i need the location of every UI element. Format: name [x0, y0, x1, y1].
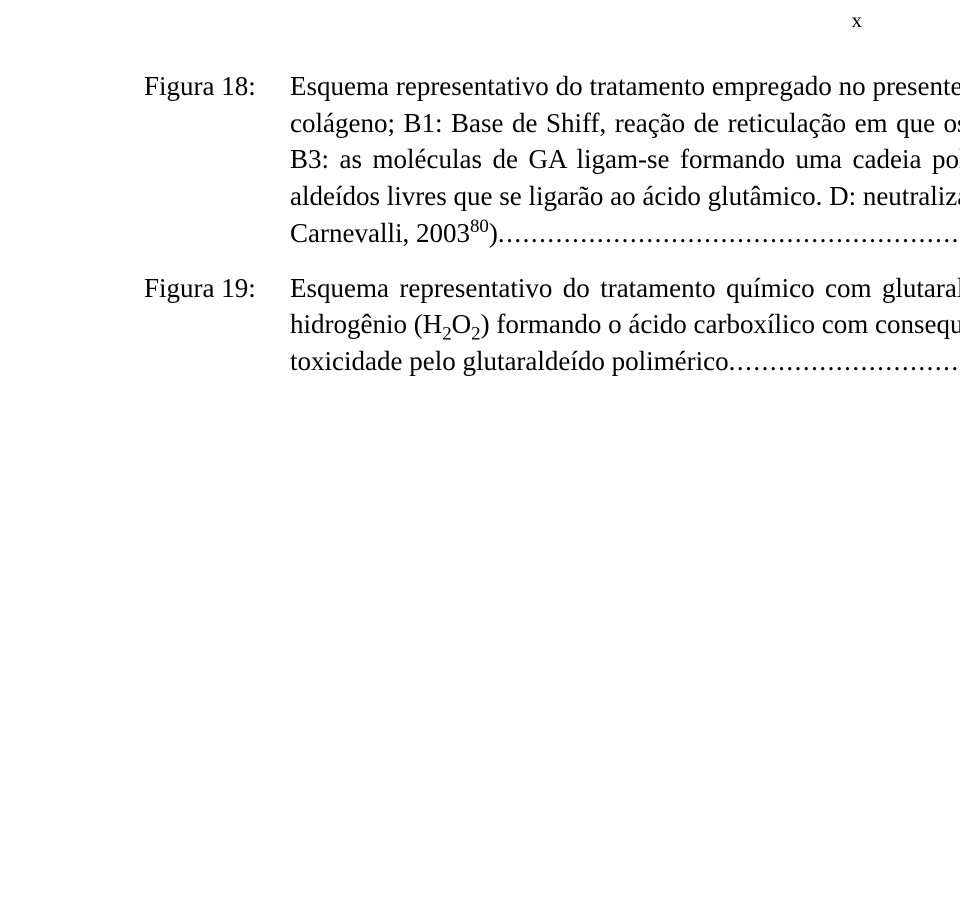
figure-description: Esquema representativo do tratamento quí…	[290, 270, 960, 380]
figure-label: Figura 18:	[144, 68, 290, 105]
document-page: x Figura 18: Esquema representativo do t…	[0, 0, 960, 904]
figure-description: Esquema representativo do tratamento emp…	[290, 68, 960, 252]
text-segment: Esquema representativo do tratamento emp…	[290, 71, 960, 174]
superscript: 80	[470, 216, 489, 237]
text-segment: ) formando o ácido carboxílico com conse…	[481, 309, 960, 339]
text-segment: O	[452, 309, 472, 339]
dot-leader	[729, 343, 960, 380]
last-line-text: Carnevalli, 200380)	[290, 215, 498, 252]
subscript: 2	[471, 324, 480, 345]
figure-entry-18: Figura 18: Esquema representativo do tra…	[144, 68, 864, 252]
page-marker: x	[852, 8, 863, 33]
figure-entry-19: Figura 19: Esquema representativo do tra…	[144, 270, 864, 380]
text-segment: )	[489, 218, 498, 248]
dot-leader	[498, 215, 960, 252]
subscript: 2	[442, 324, 451, 345]
figure-label: Figura 19:	[144, 270, 290, 307]
leader-line: toxicidade pelo glutaraldeído polimérico…	[290, 343, 960, 380]
leader-line: Carnevalli, 200380) 62	[290, 215, 960, 252]
text-segment: Carnevalli, 2003	[290, 218, 470, 248]
last-line-text: toxicidade pelo glutaraldeído polimérico	[290, 343, 729, 380]
